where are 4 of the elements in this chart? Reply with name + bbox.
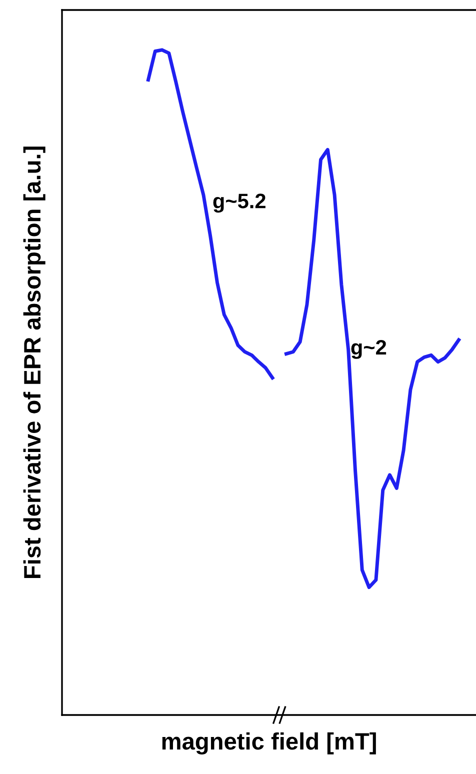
y-axis-title: Fist derivative of EPR absorption [a.u.]	[23, 146, 46, 578]
annotation: g~2	[351, 340, 386, 359]
x-axis-title: magnetic field [mT]	[162, 732, 376, 754]
annotation: g~5.2	[213, 194, 266, 213]
